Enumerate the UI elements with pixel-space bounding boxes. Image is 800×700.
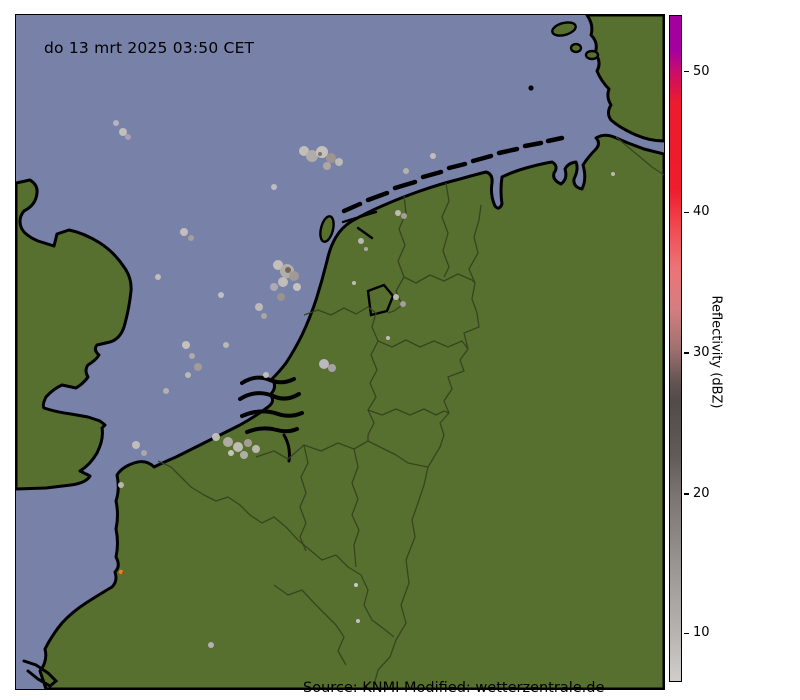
radar-echo (244, 439, 252, 447)
radar-echo (273, 260, 283, 270)
radar-echo (118, 482, 124, 488)
radar-echo (263, 372, 269, 378)
map-frame: do 13 mrt 2025 03:50 CET Source: KNMI Mo… (15, 14, 665, 696)
radar-echo (386, 336, 390, 340)
radar-echo (185, 372, 191, 378)
colorbar-tick (684, 211, 689, 214)
radar-echo (356, 619, 360, 623)
source-attribution: Source: KNMI Modified: wetterzentrale.de (303, 680, 605, 696)
radar-echo (319, 359, 329, 369)
colorbar-tick (684, 632, 689, 635)
radar-echo (393, 294, 399, 300)
radar-echo (335, 158, 343, 166)
north-frisian-islands (528, 21, 600, 91)
radar-echo (212, 433, 220, 441)
england-landmass (16, 178, 133, 491)
colorbar-tick-label: 10 (693, 625, 710, 641)
radar-echo (223, 342, 229, 348)
radar-echo (180, 228, 188, 236)
somme-spit (22, 659, 59, 688)
radar-echo (188, 235, 194, 241)
radar-echo (155, 274, 161, 280)
helgoland-island (528, 85, 534, 91)
radar-echo (395, 210, 401, 216)
radar-echo (328, 364, 336, 372)
radar-echo (403, 168, 409, 174)
radar-echo (113, 120, 119, 126)
continent-landmass (38, 133, 664, 689)
radar-echo (125, 134, 131, 140)
radar-echo (401, 213, 407, 219)
radar-echo (255, 303, 263, 311)
radar-echo (189, 353, 195, 359)
radar-echo (261, 313, 267, 319)
colorbar-axis: 50 40 30 20 10 (682, 15, 742, 682)
radar-echo (228, 450, 234, 456)
flevoland-polder (366, 283, 395, 317)
colorbar-axis-label: Reflectivity (dBZ) (708, 295, 724, 409)
radar-echo (252, 445, 260, 453)
colorbar-tick (684, 493, 689, 495)
radar-echo (306, 150, 318, 162)
radar-echo-core (121, 571, 125, 575)
radar-echo (240, 451, 248, 459)
radar-echo (119, 128, 127, 136)
radar-echo (163, 388, 169, 394)
delta-channels (238, 375, 304, 463)
radar-echo (278, 277, 288, 287)
radar-echo (352, 281, 356, 285)
colorbar-tick (684, 70, 689, 73)
radar-echo (400, 301, 406, 307)
radar-echo (132, 441, 140, 449)
radar-echo (285, 267, 291, 273)
radar-echo (289, 271, 299, 281)
radar-echo (271, 184, 277, 190)
radar-echo (182, 341, 190, 349)
radar-echo (611, 172, 615, 176)
province-borders (157, 136, 664, 686)
radar-echo (318, 152, 322, 156)
radar-echo (293, 283, 301, 291)
radar-echo (141, 450, 147, 456)
radar-echo-layer (113, 120, 615, 648)
radar-echo (364, 247, 368, 251)
radar-echo (326, 153, 336, 163)
radar-echo (208, 642, 214, 648)
ijsselmeer-dikes (341, 210, 378, 240)
radar-echo (430, 153, 436, 159)
radar-echo (277, 293, 285, 301)
colorbar-tick (684, 352, 689, 354)
radar-echo (316, 146, 328, 158)
radar-map (16, 15, 664, 689)
radar-echo (358, 238, 364, 244)
schleswig-landmass (585, 15, 664, 143)
radar-echo (299, 146, 309, 156)
radar-echo (354, 583, 358, 587)
radar-echo (270, 283, 278, 291)
colorbar-gradient (669, 15, 682, 682)
colorbar-tick-label: 30 (693, 345, 710, 361)
colorbar-tick-label: 20 (693, 486, 710, 502)
colorbar-tick-label: 40 (693, 204, 710, 220)
radar-echo (218, 292, 224, 298)
radar-echo (194, 363, 202, 371)
radar-echo (223, 437, 233, 447)
radar-echo (323, 162, 331, 170)
radar-echo (233, 442, 243, 452)
timestamp-label: do 13 mrt 2025 03:50 CET (44, 39, 255, 57)
colorbar-tick-label: 50 (693, 63, 710, 79)
texel-island (319, 215, 335, 243)
wadden-islands (341, 135, 565, 214)
